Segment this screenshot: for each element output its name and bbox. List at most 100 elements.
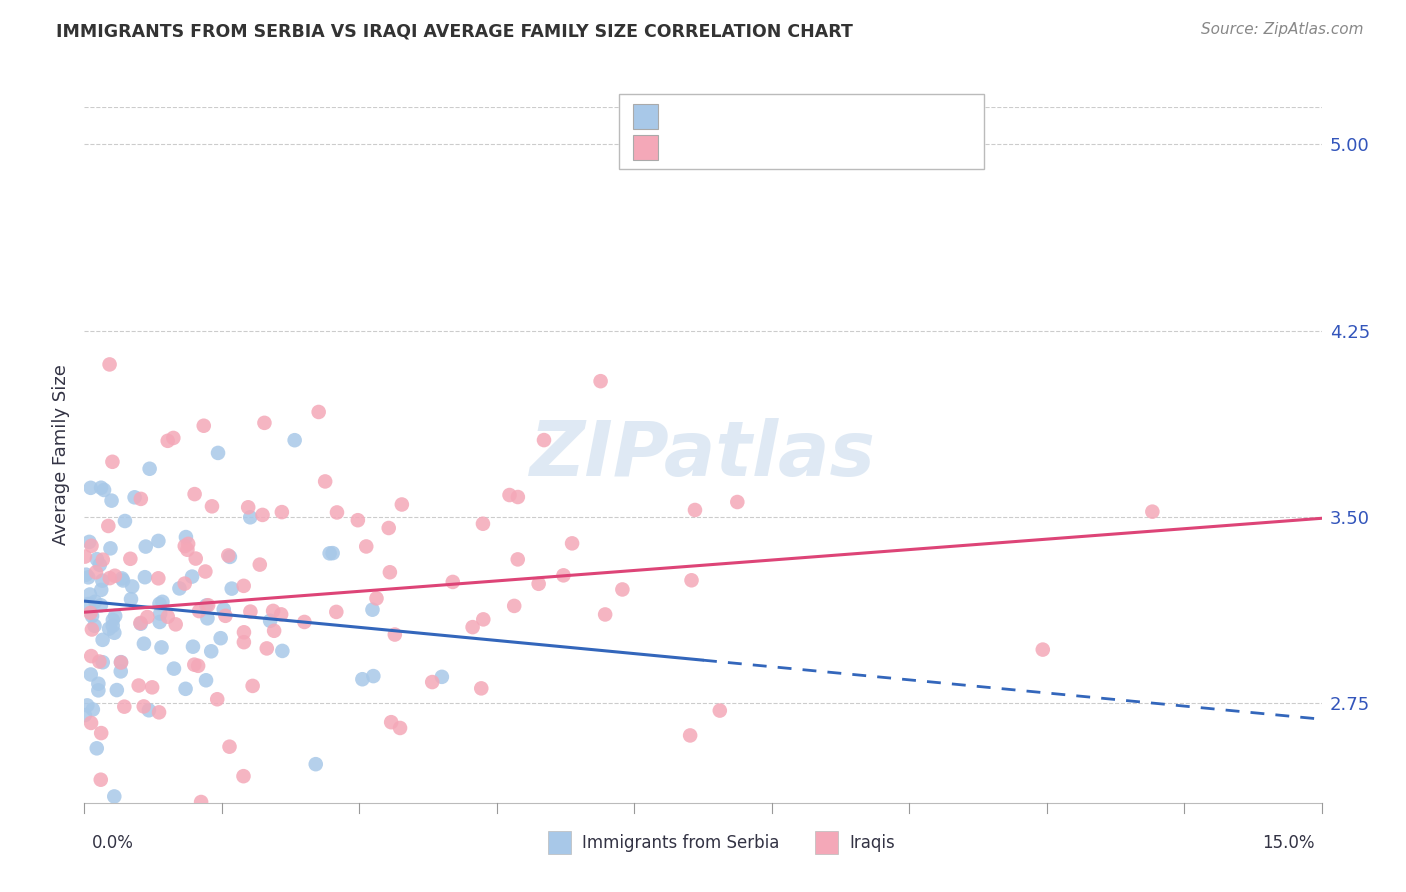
Point: [249, 558, 271, 572]
Point: [148, 571, 170, 585]
Point: [103, 789, 125, 804]
Point: [378, 566, 401, 580]
Point: [77, 570, 100, 584]
Point: [683, 503, 706, 517]
Point: [380, 715, 402, 730]
Point: [681, 574, 703, 588]
Point: [120, 551, 142, 566]
Point: [209, 631, 232, 645]
Point: [194, 565, 217, 579]
Point: [212, 602, 235, 616]
Y-axis label: Average Family Size: Average Family Size: [52, 365, 70, 545]
Text: 103: 103: [825, 140, 863, 158]
Point: [187, 658, 209, 673]
Point: [84, 595, 107, 609]
Point: [91, 552, 114, 566]
Point: [124, 491, 146, 505]
Point: [326, 505, 349, 519]
Text: N =: N =: [787, 110, 821, 128]
Point: [112, 574, 135, 588]
Point: [83, 619, 105, 633]
Point: [86, 741, 108, 756]
Point: [470, 681, 492, 696]
Point: [259, 614, 281, 628]
Point: [100, 493, 122, 508]
Point: [205, 692, 228, 706]
Point: [352, 672, 374, 686]
Point: [128, 679, 150, 693]
Text: Immigrants from Serbia: Immigrants from Serbia: [582, 834, 779, 852]
Point: [172, 868, 194, 882]
Point: [214, 608, 236, 623]
Point: [173, 576, 195, 591]
Point: [90, 772, 112, 787]
Point: [709, 704, 731, 718]
Point: [132, 637, 155, 651]
Point: [97, 519, 120, 533]
Point: [270, 505, 292, 519]
Point: [305, 757, 328, 772]
Point: [472, 612, 495, 626]
Point: [110, 656, 132, 670]
Point: [363, 669, 385, 683]
Point: [91, 655, 114, 669]
Point: [725, 495, 748, 509]
Point: [77, 597, 100, 611]
Point: [239, 510, 262, 524]
Point: [238, 500, 260, 515]
Point: [177, 537, 200, 551]
Point: [284, 433, 307, 447]
Point: [294, 615, 316, 629]
Point: [471, 516, 494, 531]
Point: [98, 622, 121, 636]
Point: [152, 595, 174, 609]
Point: [141, 681, 163, 695]
Point: [86, 552, 108, 566]
Point: [80, 715, 103, 730]
Point: [366, 591, 388, 606]
Point: [101, 619, 124, 633]
Point: [322, 546, 344, 560]
Point: [148, 597, 170, 611]
Point: [79, 534, 101, 549]
Point: [150, 640, 173, 655]
Point: [1142, 505, 1164, 519]
Point: [200, 644, 222, 658]
Point: [110, 665, 132, 679]
Text: R =: R =: [668, 140, 702, 158]
Point: [134, 570, 156, 584]
Point: [98, 358, 121, 372]
Point: [262, 604, 284, 618]
Point: [87, 677, 110, 691]
Point: [263, 624, 285, 638]
Point: [181, 640, 204, 654]
Point: [73, 549, 96, 564]
Point: [169, 582, 191, 596]
Point: [148, 706, 170, 720]
Text: ZIPatlas: ZIPatlas: [530, 418, 876, 491]
Point: [80, 539, 103, 553]
Point: [612, 582, 634, 597]
Point: [533, 433, 555, 447]
Text: Source: ZipAtlas.com: Source: ZipAtlas.com: [1201, 22, 1364, 37]
Point: [82, 702, 104, 716]
Point: [101, 455, 124, 469]
Point: [527, 576, 550, 591]
Point: [114, 514, 136, 528]
Point: [138, 703, 160, 717]
Point: [256, 641, 278, 656]
Point: [87, 683, 110, 698]
Point: [347, 513, 370, 527]
Point: [498, 488, 520, 502]
Text: 0.196: 0.196: [710, 140, 766, 158]
Point: [156, 609, 179, 624]
Text: R =: R =: [668, 110, 702, 128]
Point: [129, 491, 152, 506]
Point: [132, 699, 155, 714]
Point: [195, 599, 218, 613]
Point: [420, 675, 443, 690]
Point: [325, 605, 347, 619]
Point: [252, 508, 274, 522]
Point: [506, 490, 529, 504]
Point: [129, 616, 152, 631]
